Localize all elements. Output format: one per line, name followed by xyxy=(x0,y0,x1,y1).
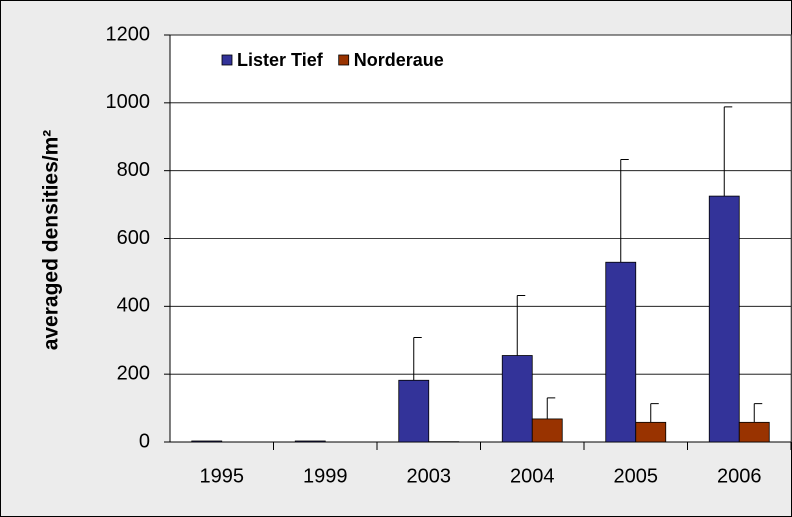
error-bar xyxy=(650,403,659,423)
legend-label: Lister Tief xyxy=(237,50,324,70)
x-tick-label: 1999 xyxy=(303,465,348,487)
error-bar xyxy=(753,403,763,423)
x-tick-label: 2006 xyxy=(717,465,762,487)
error-bar xyxy=(516,294,526,356)
bar xyxy=(738,421,770,443)
x-tick-label: 2005 xyxy=(614,465,659,487)
legend-swatch xyxy=(221,54,233,66)
bar xyxy=(605,261,637,443)
bar xyxy=(531,418,563,443)
y-tick-label: 0 xyxy=(139,430,150,452)
bar xyxy=(501,355,533,443)
y-tick-label: 400 xyxy=(117,295,150,317)
bar xyxy=(398,379,430,443)
error-bar xyxy=(723,106,733,197)
bar xyxy=(294,440,326,443)
bar xyxy=(635,421,667,443)
y-tick-label: 1200 xyxy=(106,23,151,45)
y-tick-label: 200 xyxy=(117,362,150,384)
error-bar xyxy=(546,397,556,419)
x-tick-label: 1995 xyxy=(200,465,245,487)
bar xyxy=(708,195,740,443)
legend-label: Norderaue xyxy=(354,50,444,70)
bar xyxy=(191,440,223,443)
y-tick-label: 600 xyxy=(117,227,150,249)
x-tick-label: 2003 xyxy=(407,465,452,487)
y-axis-label: averaged densities/m² xyxy=(40,130,63,351)
error-bar xyxy=(620,158,629,263)
y-tick-label: 800 xyxy=(117,159,150,181)
error-bar xyxy=(413,337,422,381)
y-tick-label: 1000 xyxy=(106,91,151,113)
legend-swatch xyxy=(338,54,350,66)
x-tick-label: 2004 xyxy=(510,465,555,487)
